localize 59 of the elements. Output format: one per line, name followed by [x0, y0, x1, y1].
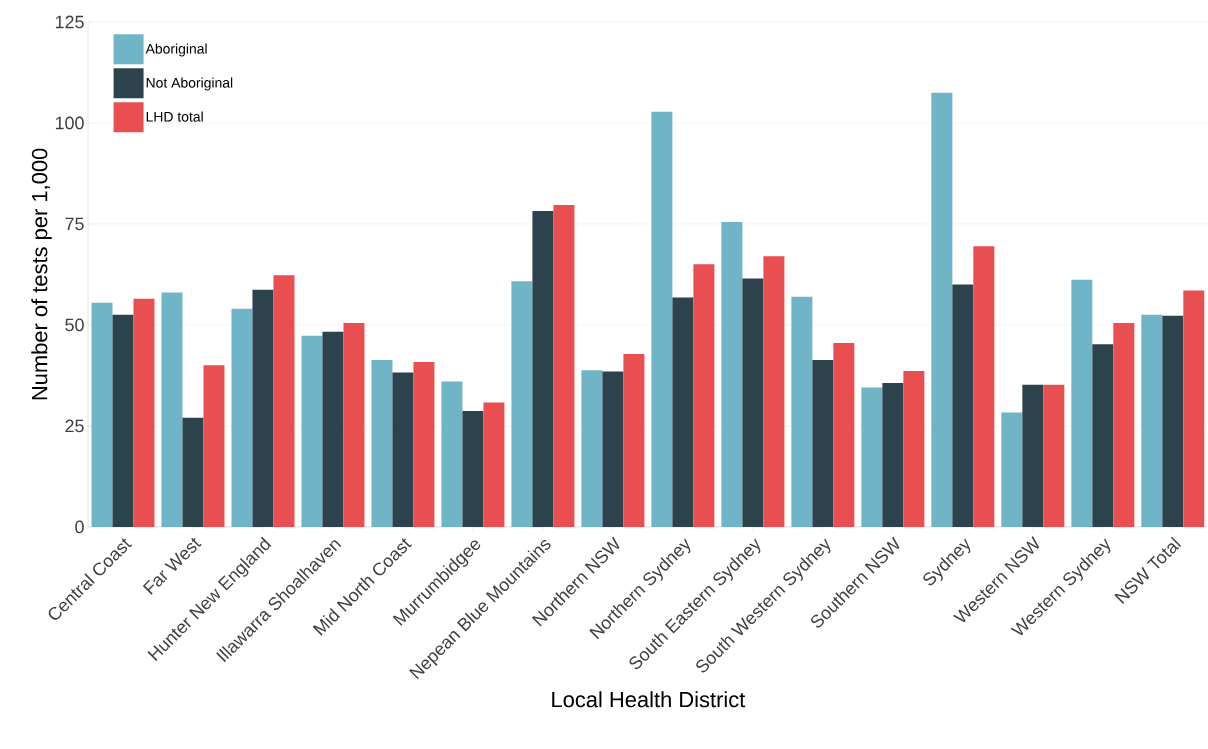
- bar: [693, 264, 715, 527]
- bar: [1071, 279, 1093, 527]
- bar: [182, 417, 204, 527]
- bar: [343, 322, 365, 527]
- bar: [462, 411, 484, 527]
- bar: [112, 314, 134, 527]
- y-tick-label: 75: [65, 217, 84, 231]
- bar: [483, 402, 505, 527]
- legend-label: Not Aboriginal: [146, 77, 233, 91]
- bar: [721, 221, 743, 527]
- bar: [581, 370, 603, 527]
- bar: [441, 381, 463, 527]
- bar: [252, 289, 274, 527]
- x-axis-title: Local Health District: [552, 691, 746, 708]
- y-tick-label: 0: [75, 520, 84, 534]
- bar: [161, 292, 183, 527]
- bar: [532, 211, 554, 527]
- bar: [413, 362, 435, 527]
- y-tick-label: 50: [65, 318, 84, 332]
- bar: [833, 343, 855, 527]
- bar: [371, 360, 393, 527]
- bar: [952, 284, 974, 527]
- bar: [602, 371, 624, 527]
- bar: [1141, 314, 1163, 527]
- y-tick-label: 25: [65, 419, 84, 433]
- bar: [273, 275, 295, 527]
- bar: [882, 383, 904, 527]
- bar: [553, 205, 575, 527]
- bar: [1183, 290, 1205, 527]
- y-tick-label: 125: [55, 15, 84, 29]
- bar: [1022, 384, 1044, 527]
- bar: [231, 308, 253, 527]
- bar: [931, 92, 953, 527]
- bar: [203, 365, 225, 527]
- y-tick-label: 100: [55, 116, 84, 130]
- bar: [791, 296, 813, 527]
- bar: [763, 256, 785, 527]
- bar: [1113, 322, 1135, 527]
- bar: [651, 111, 673, 527]
- bar: [133, 298, 155, 527]
- bar: [322, 331, 344, 527]
- bar: [1162, 315, 1184, 527]
- bar: [301, 335, 323, 527]
- bar: [623, 354, 645, 527]
- bar: [973, 246, 995, 527]
- bar: [903, 371, 925, 527]
- legend-label: Aboriginal: [145, 43, 207, 57]
- bar: [742, 278, 764, 527]
- y-axis-title: Number of tests per 1,000: [31, 148, 52, 400]
- bar: [91, 302, 113, 527]
- bar: [1001, 412, 1023, 527]
- legend-label: LHD total: [146, 111, 203, 122]
- bar: [812, 360, 834, 527]
- bar: [1092, 344, 1114, 527]
- bar: [672, 297, 694, 527]
- bar: [511, 281, 533, 527]
- bar: [1043, 384, 1065, 527]
- bar: [392, 372, 414, 527]
- bar: [861, 387, 883, 527]
